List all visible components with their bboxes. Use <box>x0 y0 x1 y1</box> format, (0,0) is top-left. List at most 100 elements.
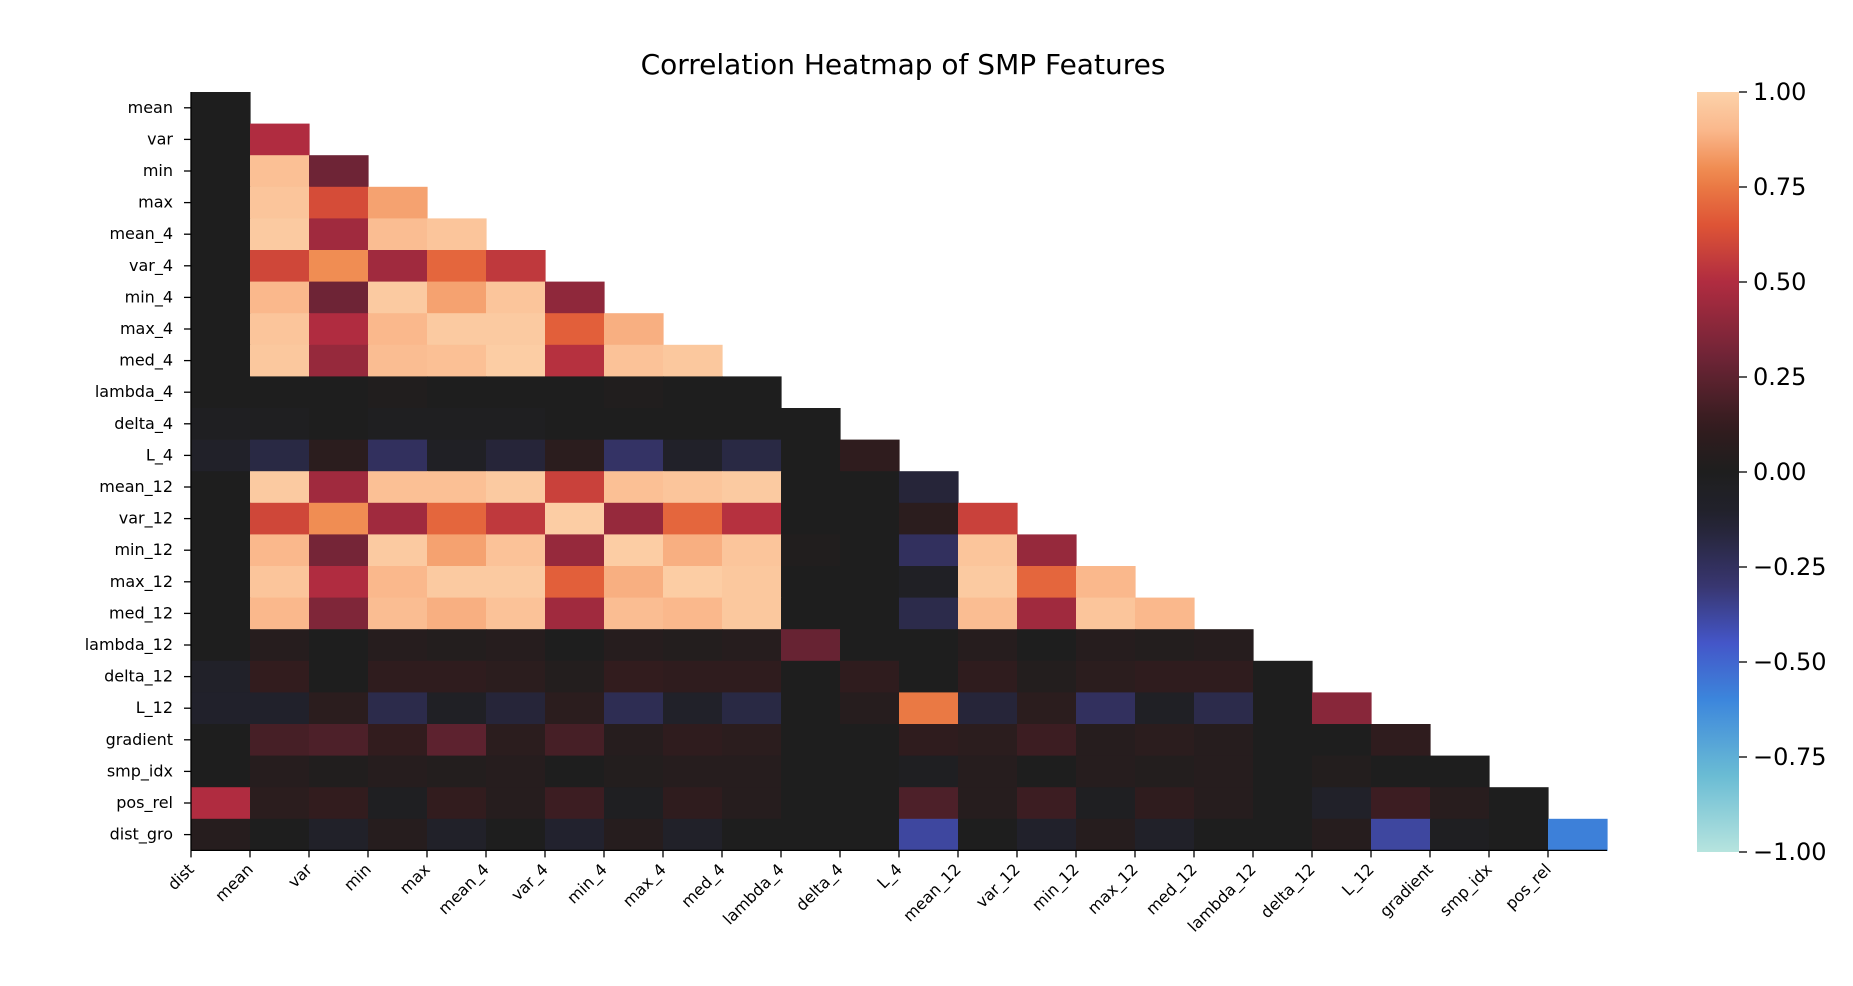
heatmap-cell <box>427 502 487 535</box>
heatmap-cell <box>958 629 1018 662</box>
heatmap-cell <box>191 344 251 377</box>
heatmap-cells <box>191 92 1608 851</box>
heatmap-cell <box>1312 818 1372 851</box>
heatmap-cell <box>722 692 782 725</box>
heatmap-cell <box>1017 566 1077 599</box>
heatmap-cell <box>722 597 782 630</box>
heatmap-cell <box>309 281 369 314</box>
heatmap-cell <box>250 155 310 188</box>
heatmap-cell <box>486 818 546 851</box>
heatmap-cell <box>1253 660 1313 693</box>
heatmap-cell <box>250 313 310 346</box>
heatmap-cell <box>1430 818 1490 851</box>
row-label: max <box>138 193 173 212</box>
column-label: med_12 <box>1142 860 1201 919</box>
row-label: mean_4 <box>109 224 173 244</box>
heatmap-cell <box>1135 724 1195 757</box>
row-label: max_12 <box>110 572 173 592</box>
column-labels: dist mean var min max mean_4 var_4 min_4 max_4 me… <box>164 850 1556 936</box>
heatmap-cell <box>545 502 605 535</box>
heatmap-cell <box>250 660 310 693</box>
row-label: lambda_12 <box>85 635 173 655</box>
heatmap-cell <box>1017 597 1077 630</box>
heatmap-cell <box>191 787 251 820</box>
heatmap-cell <box>309 724 369 757</box>
heatmap-cell <box>427 376 487 409</box>
heatmap-cell <box>427 724 487 757</box>
heatmap-cell <box>1312 787 1372 820</box>
row-label: med_12 <box>109 603 173 623</box>
heatmap-cell <box>309 439 369 472</box>
heatmap-cell <box>486 344 546 377</box>
heatmap-cell <box>1371 724 1431 757</box>
heatmap-cell <box>368 566 428 599</box>
heatmap-cell <box>486 471 546 504</box>
heatmap-cell <box>191 439 251 472</box>
column-label: min <box>340 860 375 895</box>
column-label: max_4 <box>619 860 671 912</box>
heatmap-cell <box>958 787 1018 820</box>
heatmap-cell <box>1253 787 1313 820</box>
column-label: smp_idx <box>1436 860 1497 921</box>
row-label: var_12 <box>119 509 173 529</box>
heatmap-cell <box>191 313 251 346</box>
heatmap-cell <box>368 724 428 757</box>
heatmap-cell <box>309 566 369 599</box>
heatmap-cell <box>309 186 369 219</box>
heatmap-cell <box>663 344 723 377</box>
heatmap-cell <box>722 755 782 788</box>
heatmap-cell <box>604 502 664 535</box>
heatmap-cell <box>309 471 369 504</box>
heatmap-cell <box>840 502 900 535</box>
heatmap-cell <box>1312 724 1372 757</box>
heatmap-cell <box>250 250 310 283</box>
heatmap-cell <box>663 408 723 441</box>
heatmap-cell <box>1017 787 1077 820</box>
heatmap-cell <box>663 534 723 567</box>
heatmap-cell <box>1135 755 1195 788</box>
row-label: dist_gro <box>110 825 173 845</box>
heatmap-cell <box>722 408 782 441</box>
heatmap-cell <box>899 818 959 851</box>
heatmap-cell <box>1194 629 1254 662</box>
heatmap-cell <box>427 660 487 693</box>
column-label: mean <box>211 860 257 906</box>
heatmap-cell <box>309 218 369 251</box>
heatmap-cell <box>958 755 1018 788</box>
heatmap-cell <box>840 692 900 725</box>
chart-title: Correlation Heatmap of SMP Features <box>641 48 1166 81</box>
heatmap-cell <box>250 502 310 535</box>
heatmap-cell <box>1194 724 1254 757</box>
heatmap-cell <box>250 186 310 219</box>
heatmap-cell <box>368 250 428 283</box>
heatmap-cell <box>663 755 723 788</box>
column-label: pos_rel <box>1501 860 1555 914</box>
heatmap-cell <box>309 597 369 630</box>
heatmap-cell <box>1076 629 1136 662</box>
heatmap-cell <box>604 439 664 472</box>
heatmap-cell <box>368 281 428 314</box>
heatmap-cell <box>840 439 900 472</box>
heatmap-cell <box>250 629 310 662</box>
row-label: L_4 <box>146 445 173 465</box>
heatmap-cell <box>368 597 428 630</box>
row-label: L_12 <box>136 698 173 718</box>
heatmap-cell <box>545 660 605 693</box>
heatmap-cell <box>663 502 723 535</box>
heatmap-cell <box>545 408 605 441</box>
heatmap-cell <box>191 597 251 630</box>
heatmap-cell <box>722 471 782 504</box>
heatmap-cell <box>191 755 251 788</box>
heatmap-cell <box>486 376 546 409</box>
heatmap-cell <box>250 818 310 851</box>
row-label: min_12 <box>114 540 173 560</box>
heatmap-cell <box>545 344 605 377</box>
heatmap-cell <box>663 376 723 409</box>
heatmap-cell <box>840 471 900 504</box>
column-label: var_4 <box>507 860 552 905</box>
heatmap-cell <box>486 597 546 630</box>
heatmap-cell <box>191 534 251 567</box>
column-label: delta_4 <box>792 860 848 916</box>
heatmap-cell <box>958 566 1018 599</box>
column-label: var_12 <box>972 860 1024 912</box>
